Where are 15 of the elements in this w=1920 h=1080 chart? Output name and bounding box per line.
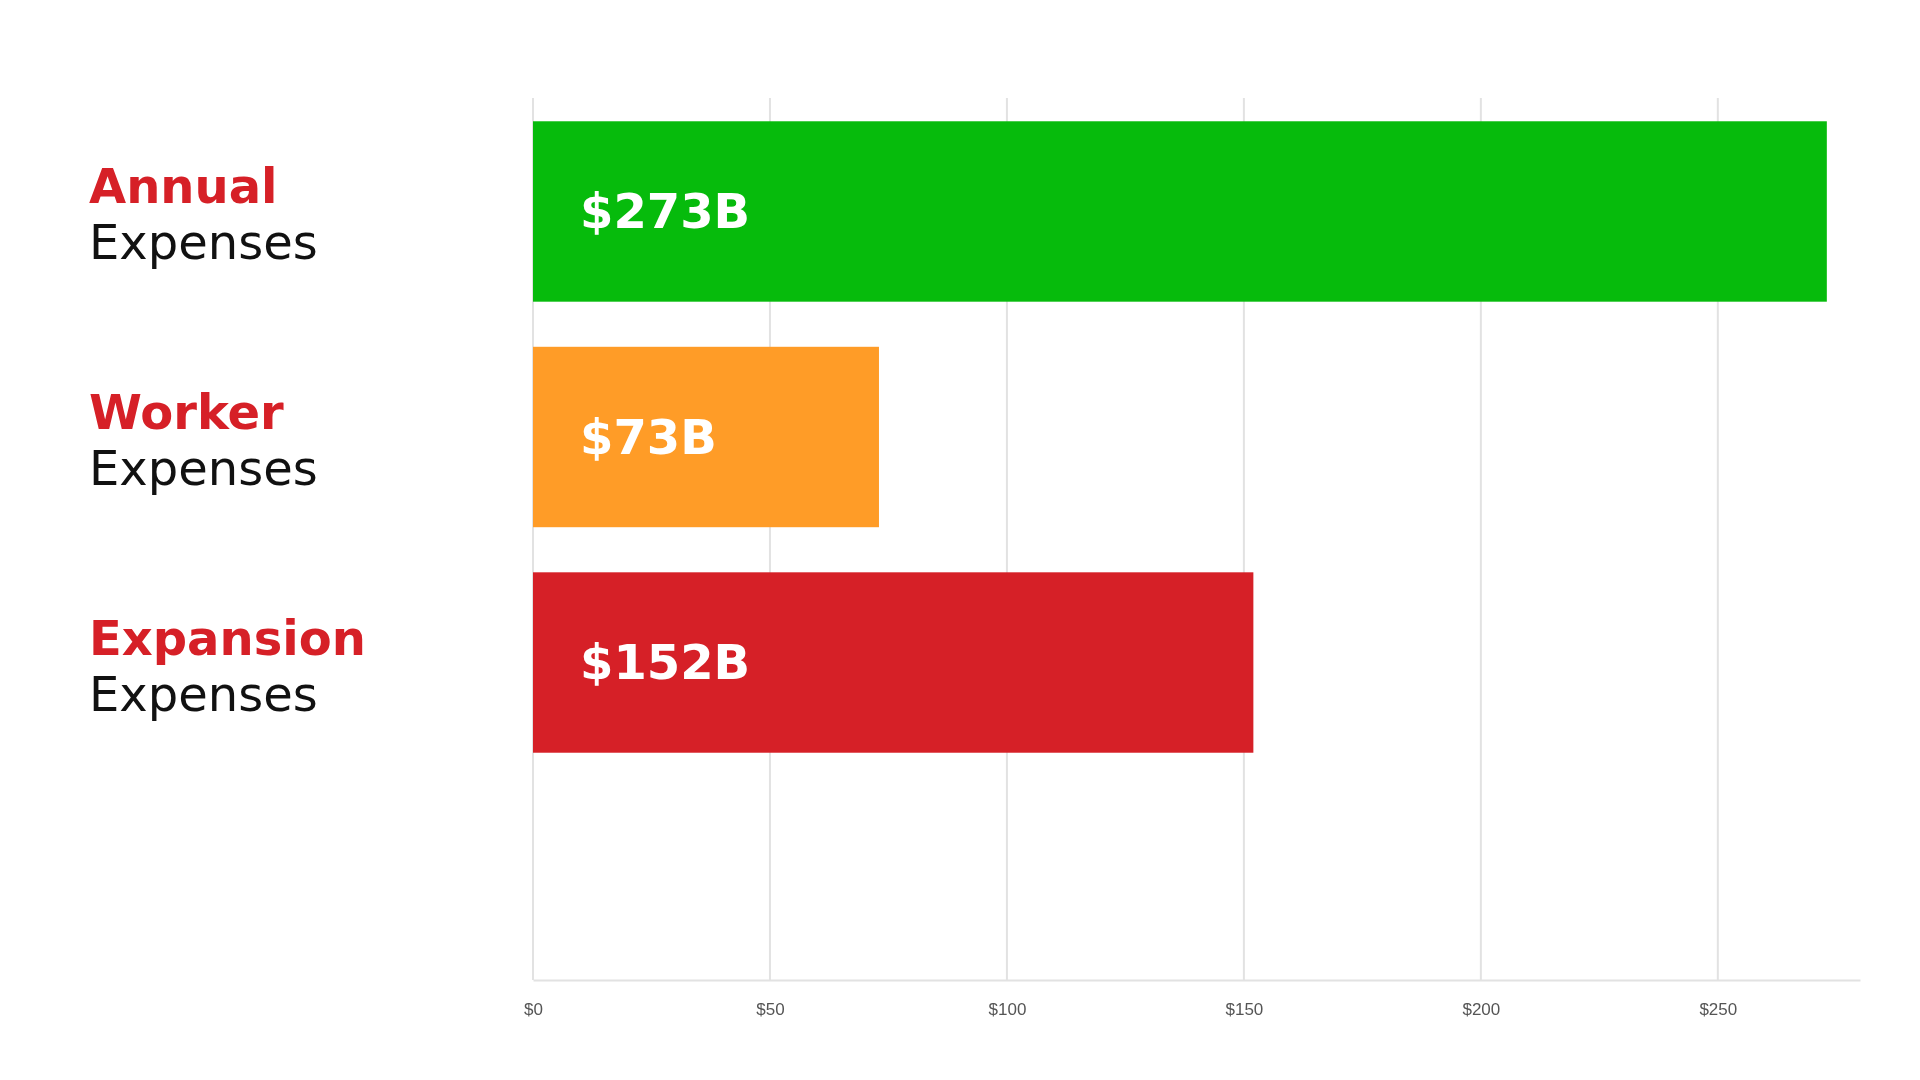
bar (533, 346, 879, 528)
x-tick-label: $200 (1462, 1000, 1501, 1020)
bar (533, 572, 1254, 753)
x-tick-label: $50 (756, 1000, 785, 1020)
x-tick-label: $0 (524, 1000, 543, 1020)
data-label: $152B (580, 634, 751, 691)
data-label: $273B (580, 183, 751, 240)
y-tick-label: Annual Expenses (89, 158, 318, 271)
bar (533, 121, 1827, 302)
x-tick-label: $150 (1225, 1000, 1264, 1020)
y-tick-label: Expansion Expenses (89, 609, 366, 722)
y-tick-label: Worker Expenses (89, 384, 318, 496)
x-tick-label: $250 (1699, 1000, 1738, 1020)
x-tick-label: $100 (988, 1000, 1027, 1020)
data-label: $73B (580, 408, 717, 465)
